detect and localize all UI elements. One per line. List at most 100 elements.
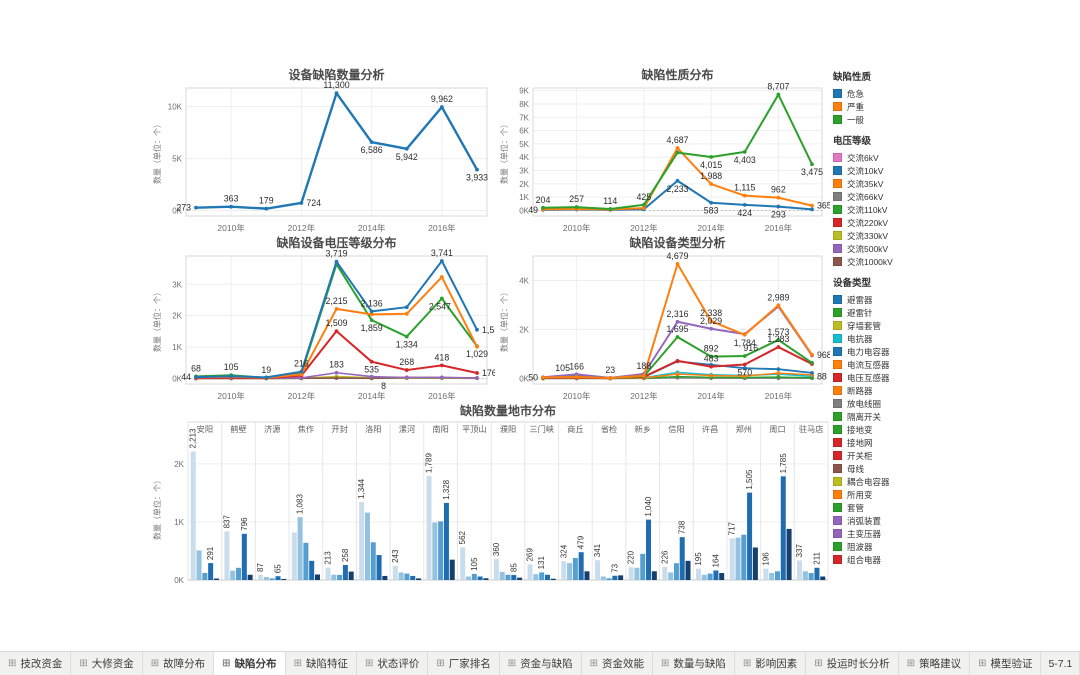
sheet-tab-bar: ⊞ 技改资金 ⊞ 大修资金 ⊞ 故障分布 ⊞ 缺陷分布 ⊞ 缺陷特征 ⊞ 状态评价 ⊞ 厂家排名 ⊞ 资金与缺… — [0, 651, 1080, 675]
chart-defect-nature[interactable]: 0K 1K 2K 3K 4K 5K 6K 7K 8K 9K 2010年 2012年 2014年 2016年… — [497, 66, 832, 236]
legend-item[interactable]: 主变压器 — [833, 527, 973, 540]
legend-item[interactable]: 交流330kV — [833, 229, 973, 242]
legend-item[interactable]: 交流1000kV — [833, 255, 973, 268]
legend-swatch-icon — [833, 529, 842, 538]
legend-item[interactable]: 开关柜 — [833, 449, 973, 462]
tab-策略建议[interactable]: ⊞ 策略建议 — [899, 652, 971, 675]
legend-item[interactable]: 交流10kV — [833, 164, 973, 177]
svg-text:2014年: 2014年 — [697, 391, 725, 401]
svg-text:837: 837 — [222, 515, 231, 529]
svg-text:1,040: 1,040 — [644, 496, 653, 517]
svg-text:1,859: 1,859 — [361, 323, 383, 333]
svg-text:131: 131 — [537, 555, 546, 569]
legend-item[interactable]: 所用变 — [833, 488, 973, 501]
legend-item-label: 一般 — [847, 114, 865, 125]
legend-swatch-icon — [833, 399, 842, 408]
legend-item-label: 电流互感器 — [847, 359, 890, 370]
svg-text:省检: 省检 — [601, 424, 617, 434]
svg-text:50: 50 — [528, 372, 538, 382]
svg-text:724: 724 — [306, 198, 321, 208]
legend-item[interactable]: 电流互感器 — [833, 358, 973, 371]
legend-item-label: 套管 — [847, 502, 865, 513]
tab-label: 缺陷分布 — [234, 658, 277, 670]
legend-item[interactable]: 消弧装置 — [833, 514, 973, 527]
legend-item[interactable]: 隔离开关 — [833, 410, 973, 423]
svg-text:479: 479 — [577, 535, 586, 549]
legend-item[interactable]: 接地网 — [833, 436, 973, 449]
legend-swatch-icon — [833, 321, 842, 330]
svg-text:1,334: 1,334 — [396, 340, 418, 350]
legend-item[interactable]: 耦合电容器 — [833, 475, 973, 488]
tab-缺陷分布[interactable]: ⊞ 缺陷分布 — [214, 652, 286, 675]
svg-text:2016年: 2016年 — [765, 223, 793, 233]
svg-text:0K: 0K — [172, 374, 182, 383]
tab-状态评价[interactable]: ⊞ 状态评价 — [357, 652, 429, 675]
tab-投运时长分析[interactable]: ⊞ 投运时长分析 — [806, 652, 899, 675]
sheet-grid-icon: ⊞ — [79, 657, 88, 669]
tab-label: 缺陷特征 — [305, 658, 348, 670]
legend-item[interactable]: 避雷器 — [833, 293, 973, 306]
legend-item[interactable]: 交流110kV — [833, 203, 973, 216]
svg-text:3,741: 3,741 — [431, 248, 453, 258]
legend-item-label: 交流1000kV — [847, 256, 893, 267]
tab-缺陷特征[interactable]: ⊞ 缺陷特征 — [286, 652, 357, 675]
svg-text:2012年: 2012年 — [288, 391, 316, 401]
legend-item[interactable]: 电力电容器 — [833, 345, 973, 358]
legend-item-label: 接地变 — [847, 424, 873, 435]
legend-item[interactable]: 交流220kV — [833, 216, 973, 229]
legend-item-label: 阻波器 — [847, 541, 873, 552]
svg-text:204: 204 — [536, 195, 551, 205]
svg-text:2,989: 2,989 — [767, 292, 789, 302]
legend-item[interactable]: 放电线圈 — [833, 397, 973, 410]
legend-item[interactable]: 组合电器 — [833, 553, 973, 566]
svg-text:968: 968 — [817, 350, 830, 360]
legend-item[interactable]: 阻波器 — [833, 540, 973, 553]
tab-资金效能[interactable]: ⊞ 资金效能 — [582, 652, 654, 675]
legend-swatch-icon — [833, 412, 842, 421]
svg-text:2014年: 2014年 — [697, 223, 725, 233]
chart-svg: 缺陷数量地市分布 0K 1K 2K 安阳2,213 291 鹤壁 837 796 济源 87 65 焦作… — [152, 403, 829, 585]
tab-技改资金[interactable]: ⊞ 技改资金 — [0, 652, 72, 675]
tab-5-7.1[interactable]: 5-7.1 — [1041, 652, 1080, 675]
chart-defect-count[interactable]: 0K 5K 10K 2010年 2012年 2014年 2016年 273 363 179 724 1… — [150, 66, 495, 236]
tab-厂家排名[interactable]: ⊞ 厂家排名 — [428, 652, 500, 675]
svg-text:424: 424 — [737, 208, 752, 218]
legend-item[interactable]: 断路器 — [833, 384, 973, 397]
legend-item[interactable]: 交流35kV — [833, 177, 973, 190]
tab-影响因素[interactable]: ⊞ 影响因素 — [735, 652, 807, 675]
tab-数量与缺陷[interactable]: ⊞ 数量与缺陷 — [653, 652, 735, 675]
legend-item[interactable]: 避雷针 — [833, 306, 973, 319]
legend-item-label: 接地网 — [847, 437, 873, 448]
legend-item[interactable]: 危急 — [833, 87, 973, 100]
legend-item[interactable]: 接地变 — [833, 423, 973, 436]
legend-item[interactable]: 交流500kV — [833, 242, 973, 255]
legend-item[interactable]: 母线 — [833, 462, 973, 475]
svg-text:65: 65 — [274, 564, 283, 573]
svg-text:2K: 2K — [519, 180, 529, 189]
tab-大修资金[interactable]: ⊞ 大修资金 — [71, 652, 143, 675]
legend-swatch-icon — [833, 166, 842, 175]
tab-模型验证[interactable]: ⊞ 模型验证 — [970, 652, 1042, 675]
chart-device-type[interactable]: 0K 2K 4K 2010年 2012年 2014年 2016年 50 105 166 23 188 4… — [497, 234, 832, 404]
svg-text:2016年: 2016年 — [428, 391, 456, 401]
legend-item[interactable]: 一般 — [833, 113, 973, 126]
svg-text:562: 562 — [458, 530, 467, 544]
svg-text:9K: 9K — [519, 87, 529, 96]
legend-item[interactable]: 电压互感器 — [833, 371, 973, 384]
chart-city-distribution[interactable]: 缺陷数量地市分布 0K 1K 2K 安阳 2,213 291 鹤壁 837 796 济源 87 65 焦作… — [148, 402, 832, 594]
chart-voltage-level[interactable]: 0K 1K 2K 3K 2010年 2012年 2014年 2016年 44 68 105 19 216… — [150, 234, 504, 404]
svg-text:安阳: 安阳 — [197, 424, 213, 434]
legend-item-label: 交流10kV — [847, 165, 884, 176]
legend-item[interactable]: 严重 — [833, 100, 973, 113]
legend-item[interactable]: 交流6kV — [833, 151, 973, 164]
svg-text:88: 88 — [817, 371, 827, 381]
svg-text:1,328: 1,328 — [442, 479, 451, 500]
legend-item[interactable]: 交流66kV — [833, 190, 973, 203]
legend-item[interactable]: 穿墙套管 — [833, 319, 973, 332]
legend-item[interactable]: 套管 — [833, 501, 973, 514]
tab-故障分布[interactable]: ⊞ 故障分布 — [143, 652, 215, 675]
svg-text:信阳: 信阳 — [668, 424, 684, 434]
tab-资金与缺陷[interactable]: ⊞ 资金与缺陷 — [500, 652, 582, 675]
legend-item[interactable]: 电抗器 — [833, 332, 973, 345]
legend-swatch-icon — [833, 115, 842, 124]
